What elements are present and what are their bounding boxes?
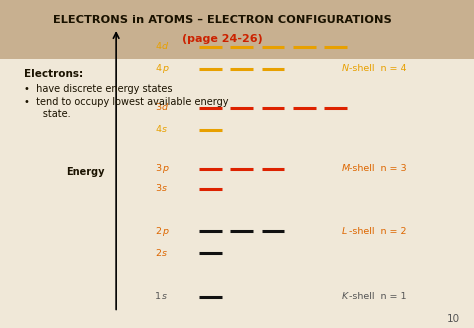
Text: p: p xyxy=(162,64,168,73)
Text: (page 24-26): (page 24-26) xyxy=(182,34,263,44)
Text: 10: 10 xyxy=(447,314,460,324)
Text: 3: 3 xyxy=(155,103,161,112)
Text: Electrons:: Electrons: xyxy=(24,69,83,79)
Text: •  tend to occupy lowest available energy: • tend to occupy lowest available energy xyxy=(24,97,228,107)
Text: 3: 3 xyxy=(155,184,161,194)
Text: 4: 4 xyxy=(155,64,161,73)
Text: 2: 2 xyxy=(155,227,161,236)
Text: p: p xyxy=(162,164,168,173)
Text: -shell  n = 3: -shell n = 3 xyxy=(349,164,407,173)
Text: 3: 3 xyxy=(155,164,161,173)
Text: state.: state. xyxy=(24,109,70,119)
Text: s: s xyxy=(162,184,167,194)
Text: L: L xyxy=(341,227,346,236)
Text: -shell  n = 1: -shell n = 1 xyxy=(349,292,407,301)
Text: -shell  n = 2: -shell n = 2 xyxy=(349,227,407,236)
Text: d: d xyxy=(162,42,168,51)
Text: 4: 4 xyxy=(155,125,161,134)
Text: d: d xyxy=(162,103,168,112)
Text: K: K xyxy=(341,292,347,301)
Text: s: s xyxy=(162,125,167,134)
Text: M: M xyxy=(341,164,349,173)
Text: ELECTRONS in ATOMS – ELECTRON CONFIGURATIONS: ELECTRONS in ATOMS – ELECTRON CONFIGURAT… xyxy=(54,15,392,25)
Text: N: N xyxy=(341,64,348,73)
Text: p: p xyxy=(162,227,168,236)
Text: •  have discrete energy states: • have discrete energy states xyxy=(24,84,172,93)
Text: 1: 1 xyxy=(155,292,161,301)
Text: -shell  n = 4: -shell n = 4 xyxy=(349,64,407,73)
Text: 2: 2 xyxy=(155,249,161,257)
Text: 4: 4 xyxy=(155,42,161,51)
Text: Energy: Energy xyxy=(66,167,105,177)
Text: s: s xyxy=(162,249,167,257)
Text: s: s xyxy=(162,292,167,301)
